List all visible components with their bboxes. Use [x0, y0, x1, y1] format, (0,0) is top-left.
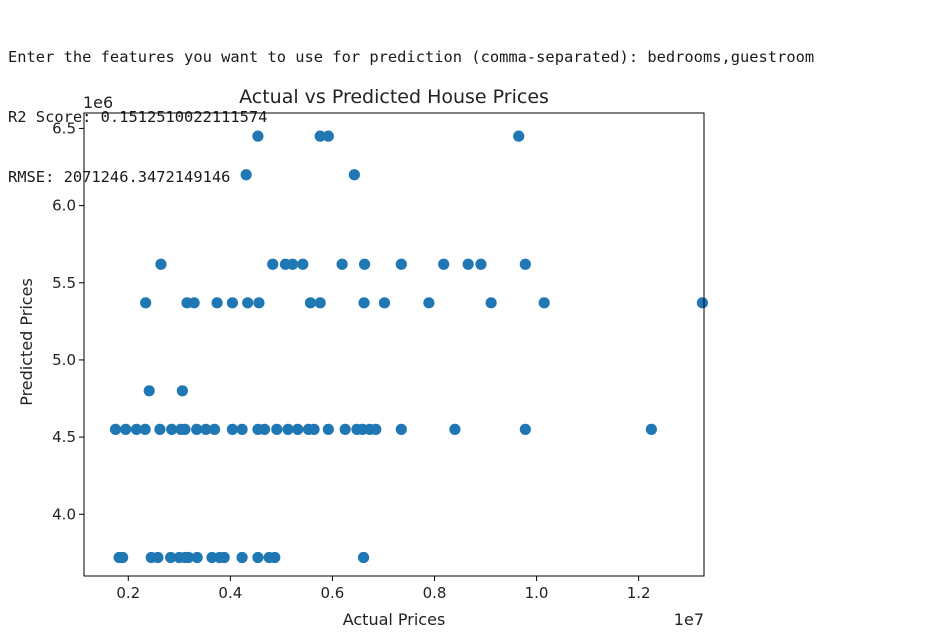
scatter-point: [191, 551, 203, 564]
x-tick-label: 0.8: [423, 584, 447, 602]
scatter-point: [188, 297, 200, 309]
scatter-point: [322, 423, 334, 435]
scatter-point: [308, 423, 320, 435]
scatter-point: [348, 169, 360, 181]
scatter-point: [645, 423, 657, 435]
x-tick-label: 0.2: [116, 584, 140, 602]
scatter-point: [358, 297, 370, 309]
scatter-point: [519, 423, 531, 435]
scatter-point: [176, 385, 188, 397]
x-tick-label: 1.0: [525, 584, 549, 602]
scatter-point: [358, 258, 371, 270]
x-tick-label: 0.4: [218, 584, 242, 602]
scatter-point: [357, 551, 370, 564]
scatter-point: [475, 258, 487, 270]
scatter-point: [269, 551, 281, 564]
scatter-point: [339, 423, 351, 435]
scatter-point: [236, 551, 248, 564]
scatter-point: [182, 551, 195, 564]
scatter-point: [139, 423, 151, 435]
scatter-point: [240, 169, 252, 181]
scatter-point: [267, 258, 279, 270]
scatter-point: [395, 258, 407, 270]
scatter-point: [191, 423, 203, 435]
scatter-point: [370, 423, 382, 435]
scatter-point: [206, 551, 218, 564]
scatter-point: [252, 130, 264, 142]
scatter-point: [109, 423, 122, 435]
scatter-point: [242, 297, 254, 309]
y-offset-label: 1e6: [83, 93, 113, 112]
scatter-point: [165, 551, 177, 564]
scatter-point: [336, 258, 348, 270]
scatter-point: [211, 297, 223, 309]
scatter-point: [395, 423, 407, 435]
scatter-point: [485, 297, 497, 309]
scatter-point: [696, 297, 709, 309]
scatter-point: [304, 297, 317, 309]
scatter-point: [314, 130, 326, 142]
scatter-point: [252, 551, 264, 564]
y-axis-label: Predicted Prices: [17, 278, 36, 406]
scatter-point: [226, 297, 239, 309]
y-tick-label: 4.0: [52, 505, 76, 523]
x-axis-label: Actual Prices: [343, 610, 446, 629]
scatter-point: [226, 423, 239, 435]
console-rmse-line: RMSE: 2071246.3472149146: [8, 168, 231, 186]
scatter-point: [130, 423, 143, 435]
scatter-point: [322, 130, 334, 142]
scatter-point: [462, 258, 474, 270]
scatter-point: [438, 258, 450, 270]
x-offset-label: 1e7: [674, 610, 704, 629]
scatter-point: [143, 385, 155, 397]
x-tick-label: 1.2: [627, 584, 651, 602]
y-tick-label: 6.5: [52, 119, 76, 137]
y-tick-label: 4.5: [52, 428, 76, 446]
scatter-point: [236, 423, 248, 435]
scatter-point: [449, 423, 461, 435]
scatter-point: [282, 423, 294, 435]
chart-title: Actual vs Predicted House Prices: [239, 86, 549, 108]
scatter-point: [258, 423, 271, 435]
scatter-point: [166, 423, 178, 435]
scatter-point: [117, 551, 129, 564]
console-output: Enter the features you want to use for p…: [8, 7, 814, 207]
scatter-point: [378, 297, 391, 309]
scatter-point: [287, 258, 299, 270]
console-prompt-line: Enter the features you want to use for p…: [8, 48, 815, 66]
scatter-point: [423, 297, 435, 309]
scatter-point: [297, 258, 309, 270]
y-tick-label: 5.0: [52, 351, 76, 369]
scatter-point: [152, 551, 164, 564]
scatter-point: [140, 297, 152, 309]
scatter-point: [538, 297, 550, 309]
x-tick-label: 0.6: [320, 584, 344, 602]
scatter-point: [253, 297, 265, 309]
scatter-point: [513, 130, 525, 142]
scatter-point: [271, 423, 283, 435]
scatter-point: [208, 423, 221, 435]
scatter-point: [154, 423, 166, 435]
y-tick-label: 6.0: [52, 197, 76, 215]
scatter-point: [218, 551, 230, 564]
plot-frame: [83, 112, 705, 577]
scatter-point: [179, 423, 191, 435]
scatter-point: [519, 258, 531, 270]
scatter-point: [292, 423, 304, 435]
scatter-point: [155, 258, 167, 270]
scatter-point: [120, 423, 132, 435]
y-tick-label: 5.5: [52, 274, 76, 292]
scatter-point: [314, 297, 326, 309]
scatter-point: [200, 423, 212, 435]
